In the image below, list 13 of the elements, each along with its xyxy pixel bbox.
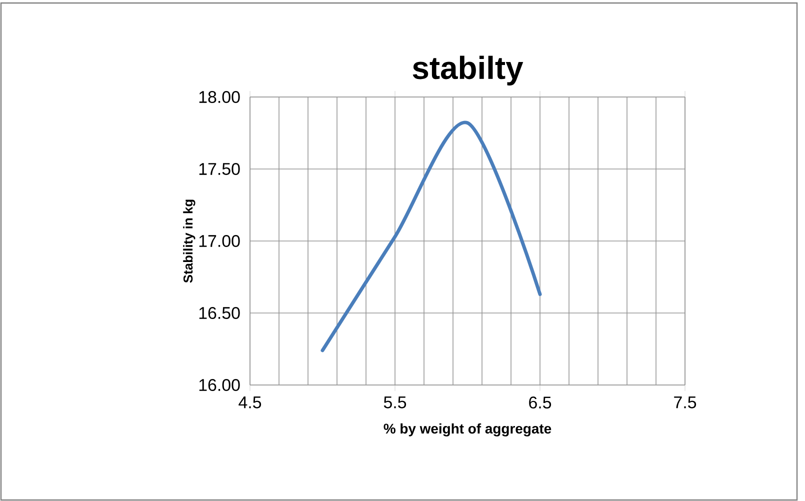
line-series xyxy=(320,121,542,352)
y-tick-label: 16.00 xyxy=(199,379,240,391)
y-tick-label: 17.00 xyxy=(199,235,240,247)
x-tick-label: 4.5 xyxy=(238,396,262,408)
chart-title: stabilty xyxy=(412,56,524,86)
x-tick-label: 5.5 xyxy=(384,396,406,408)
x-tick-label: 6.5 xyxy=(529,396,552,409)
x-tick-label: 7.5 xyxy=(674,396,696,408)
y-tick-label: 16.50 xyxy=(199,307,240,319)
y-axis-title: Stability in kg xyxy=(183,200,196,283)
y-tick-label: 18.00 xyxy=(199,91,240,103)
x-axis-title: % by weight of aggregate xyxy=(384,423,552,436)
y-tick-label: 17.50 xyxy=(199,163,240,175)
